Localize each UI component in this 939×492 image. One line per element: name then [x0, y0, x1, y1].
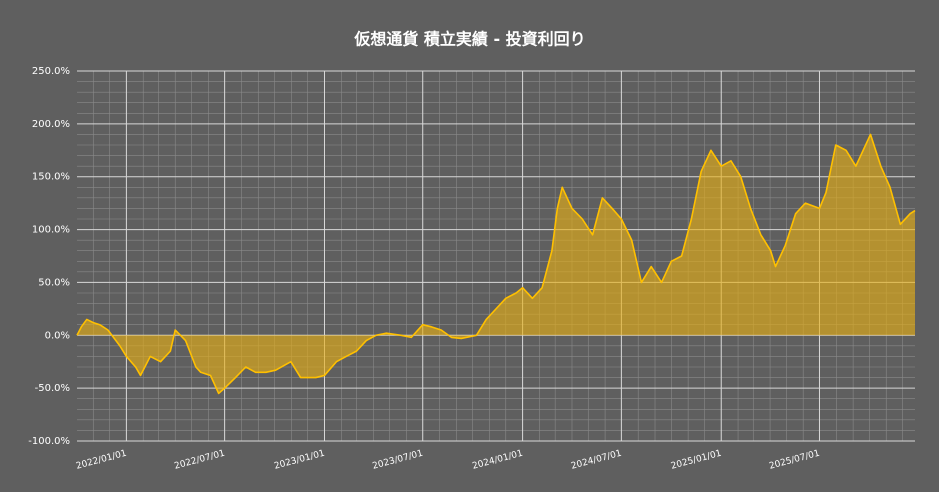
y-tick-label: -100.0%	[28, 436, 70, 447]
chart-title: 仮想通貨 積立実績 - 投資利回り	[353, 30, 585, 49]
line	[76, 133, 916, 395]
y-tick-label: 150.0%	[32, 172, 70, 183]
area	[77, 134, 915, 394]
y-tick-label: 250.0%	[32, 66, 70, 77]
y-tick-label: 200.0%	[32, 119, 70, 130]
y-tick-label: 50.0%	[38, 277, 70, 288]
y-tick-label: -50.0%	[35, 383, 70, 394]
y-tick-label: 100.0%	[32, 225, 70, 236]
y-tick-label: 0.0%	[45, 330, 70, 341]
